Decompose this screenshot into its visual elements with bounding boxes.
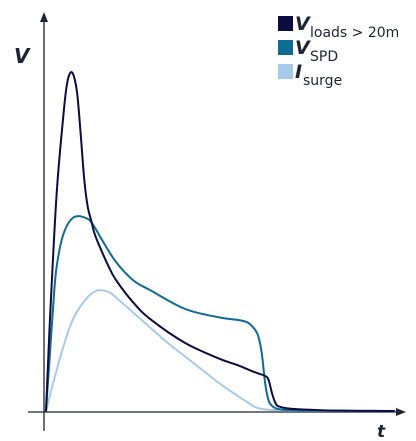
legend-symbol: V <box>295 13 311 35</box>
legend-subscript: SPD <box>310 49 338 65</box>
series-line-v-loads-20m <box>45 71 395 412</box>
x-axis-arrow <box>396 408 406 416</box>
legend-swatch <box>278 40 293 55</box>
axes: V t <box>14 12 406 441</box>
legend-subscript: surge <box>303 73 342 89</box>
series-line-i-surge <box>45 289 395 412</box>
legend-symbol: I <box>295 61 302 83</box>
legend-item: V SPD <box>278 37 338 65</box>
series-layer <box>45 71 395 412</box>
x-axis-label: t <box>377 422 386 441</box>
series-line-v-spd <box>45 215 395 412</box>
legend-subscript: loads > 20m <box>310 25 399 41</box>
legend-swatch <box>278 64 293 79</box>
y-axis-arrow <box>40 12 48 22</box>
y-axis-label: V <box>14 44 31 68</box>
legend-symbol: V <box>295 37 311 59</box>
legend-swatch <box>278 16 293 31</box>
